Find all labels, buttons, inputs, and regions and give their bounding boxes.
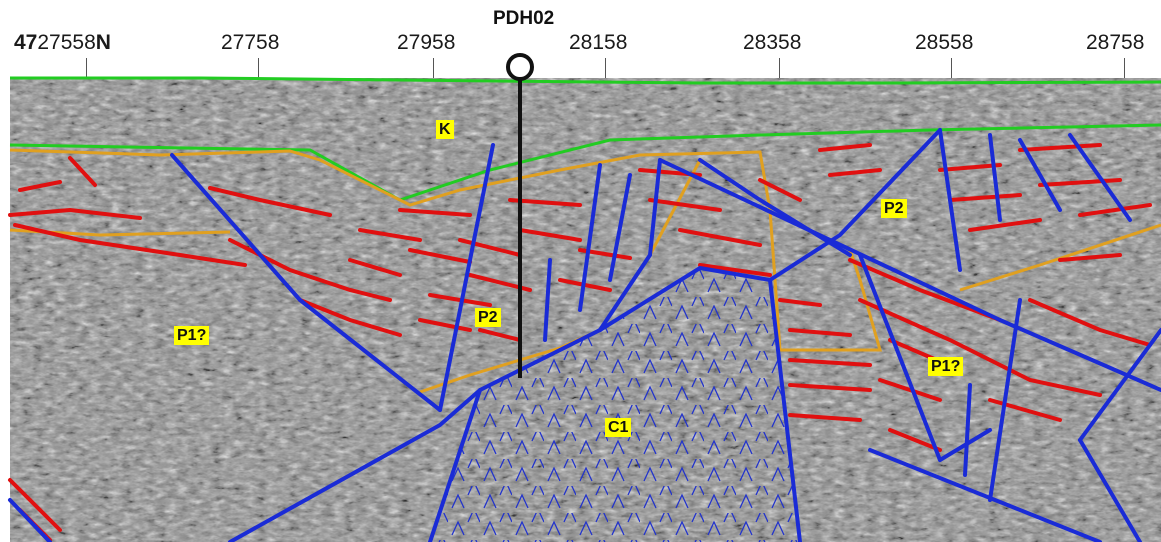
tick-mark (605, 58, 606, 78)
tick-label: 27958 (397, 31, 456, 54)
tick-mark (258, 58, 259, 78)
surface-line (10, 76, 1161, 85)
tick-mark (1124, 58, 1125, 78)
well-pdh02 (506, 53, 534, 378)
northing-suffix: N (95, 31, 111, 54)
tick-label: 27758 (221, 31, 280, 54)
tick-mark (779, 58, 780, 78)
faults (8, 128, 1161, 542)
unit-label-p2-right: P2 (881, 199, 907, 218)
horizon-green (9, 123, 1161, 202)
tick-label: 28558 (915, 31, 974, 54)
well-label: PDH02 (493, 8, 555, 29)
tick-label: 28158 (569, 31, 628, 54)
northing-label-first: 4727558N (14, 31, 111, 55)
tick-mark (433, 58, 434, 78)
tick-mark (86, 58, 87, 78)
tick-label: 28758 (1086, 31, 1145, 54)
northing-prefix: 47 (14, 31, 38, 54)
coordinate-header: PDH02 4727558N 27758 27958 28158 28358 2… (0, 0, 1161, 78)
tick-mark (951, 58, 952, 78)
unit-label-c1: C1 (605, 418, 632, 437)
intrusion-c1-body (430, 268, 800, 542)
northing-value: 27558 (37, 31, 96, 54)
unit-label-k: K (436, 120, 454, 139)
unit-label-p2-center: P2 (475, 308, 501, 327)
unit-label-p1-left: P1? (174, 326, 210, 345)
tick-label: 28358 (743, 31, 802, 54)
unit-label-p1-right: P1? (928, 357, 964, 376)
